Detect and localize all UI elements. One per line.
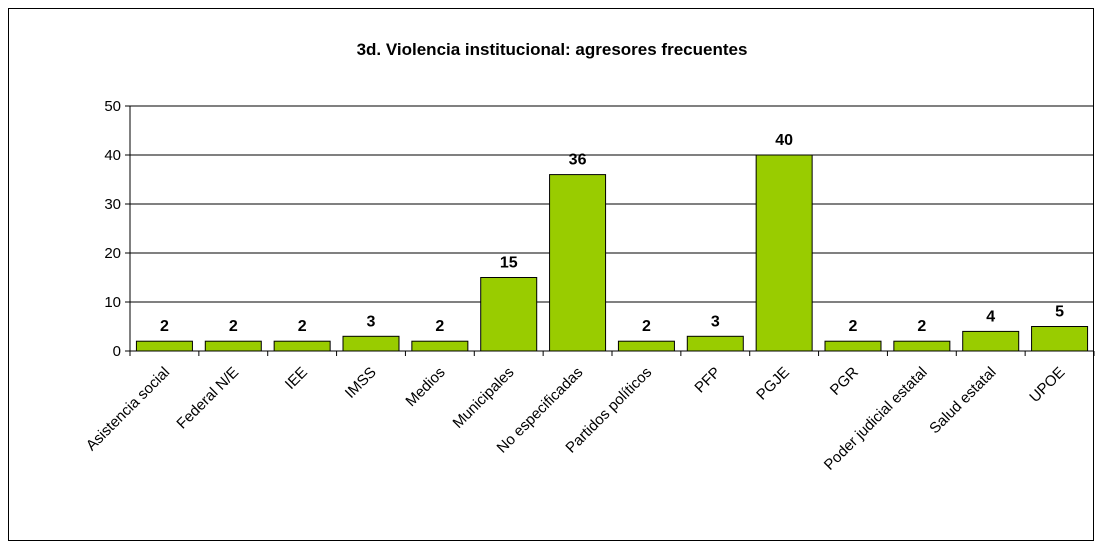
data-label: 2 [849, 318, 858, 335]
bar [480, 277, 538, 352]
x-tick-label: UPOE [1026, 364, 1068, 406]
bar [549, 174, 607, 352]
bar [411, 340, 469, 352]
bar [755, 154, 813, 352]
y-tick-label: 30 [104, 196, 121, 213]
data-label: 3 [367, 313, 376, 330]
x-tick-label: IMSS [342, 364, 380, 402]
bar [962, 330, 1020, 352]
axes: 0 10 20 30 40 50 [104, 98, 1095, 360]
data-label: 2 [917, 318, 926, 335]
bar [135, 340, 193, 352]
bar [686, 335, 744, 352]
x-tick-label: IEE [282, 364, 311, 393]
data-label: 2 [642, 318, 651, 335]
bar [824, 340, 882, 352]
x-tick-label: PGJE [753, 364, 793, 404]
bar [342, 335, 400, 352]
x-tick-label: Medios [402, 364, 448, 410]
y-tick-label: 0 [113, 343, 121, 360]
data-label: 15 [500, 255, 518, 272]
data-label: 2 [229, 318, 238, 335]
gridlines [130, 105, 1094, 303]
data-label: 3 [711, 313, 720, 330]
data-label: 36 [569, 152, 587, 169]
y-tick-label: 40 [104, 147, 121, 164]
x-tick-label: Asistencia social [83, 364, 173, 454]
data-label: 40 [775, 132, 793, 149]
chart-title: 3d. Violencia institucional: agresores f… [356, 40, 748, 59]
bar [617, 340, 675, 352]
y-tick-label: 20 [104, 245, 121, 262]
bar [893, 340, 951, 352]
data-label: 4 [986, 308, 995, 325]
data-label: 2 [435, 318, 444, 335]
x-tick-label: Salud estatal [926, 364, 999, 437]
x-tick-label: PFP [691, 364, 724, 397]
bar [204, 340, 262, 352]
data-label: 2 [160, 318, 169, 335]
bar [273, 340, 331, 352]
y-tick-label: 10 [104, 294, 121, 311]
data-label: 5 [1055, 304, 1064, 321]
x-tick-label: Federal N/E [173, 364, 242, 433]
bar [1031, 326, 1089, 352]
x-tick-label: PGR [827, 364, 862, 399]
x-tick-label: Municipales [450, 364, 518, 432]
data-label: 2 [298, 318, 307, 335]
y-tick-label: 50 [104, 98, 121, 115]
bars [135, 154, 1089, 352]
